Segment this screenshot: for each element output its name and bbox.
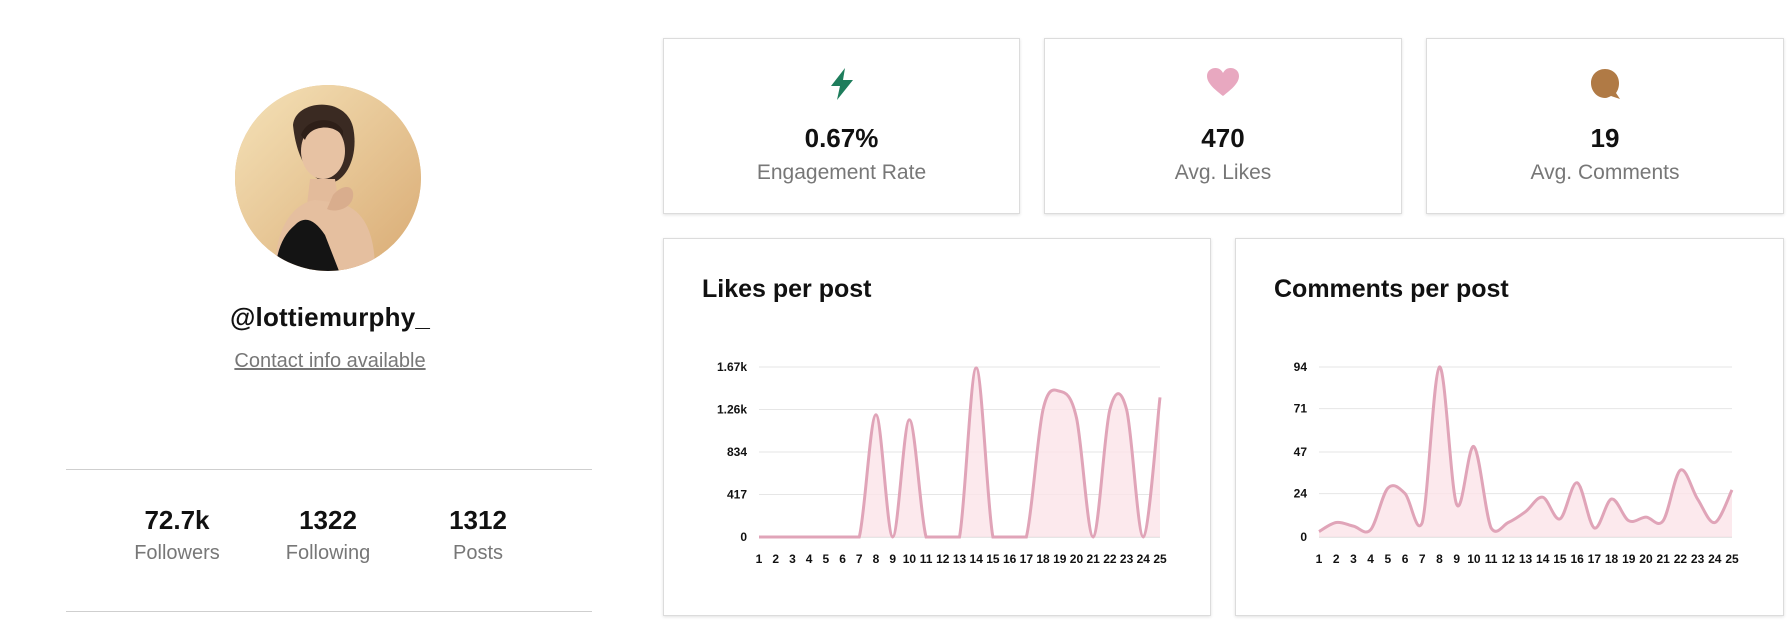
x-tick-label: 16: [1003, 552, 1017, 566]
x-tick-label: 10: [903, 552, 917, 566]
y-tick-label: 47: [1294, 445, 1308, 459]
x-tick-label: 22: [1674, 552, 1688, 566]
x-tick-label: 6: [1402, 552, 1409, 566]
avg-comments-card: 19 Avg. Comments: [1426, 38, 1784, 214]
x-tick-label: 4: [1367, 552, 1374, 566]
x-tick-label: 16: [1570, 552, 1584, 566]
likes-chart-title: Likes per post: [702, 275, 872, 303]
x-tick-label: 8: [1436, 552, 1443, 566]
comments-chart-title: Comments per post: [1274, 275, 1509, 303]
avg-likes-card: 470 Avg. Likes: [1044, 38, 1402, 214]
x-tick-label: 19: [1053, 552, 1067, 566]
x-tick-label: 19: [1622, 552, 1636, 566]
x-tick-label: 12: [936, 552, 950, 566]
contact-info-link[interactable]: Contact info available: [234, 350, 426, 372]
x-tick-label: 12: [1502, 552, 1516, 566]
series-line: [1318, 365, 1734, 534]
x-tick-label: 22: [1103, 552, 1117, 566]
x-tick-label: 15: [1553, 552, 1567, 566]
x-tick-label: 2: [1333, 552, 1340, 566]
x-tick-label: 18: [1605, 552, 1619, 566]
avatar[interactable]: [235, 85, 421, 271]
avg-likes-value: 470: [1201, 123, 1245, 153]
stat-value: 72.7k: [144, 505, 210, 535]
profile-panel: @lottiemurphy_ Contact info available 72…: [0, 0, 660, 625]
y-tick-label: 0: [740, 530, 747, 544]
x-tick-label: 8: [873, 552, 880, 566]
y-tick-label: 834: [727, 445, 747, 459]
x-tick-label: 24: [1708, 552, 1722, 566]
lightning-icon: [830, 68, 853, 100]
x-tick-label: 3: [1350, 552, 1357, 566]
profile-handle: @lottiemurphy_: [229, 302, 431, 332]
y-tick-label: 94: [1294, 360, 1308, 374]
x-tick-label: 5: [1384, 552, 1391, 566]
x-tick-label: 21: [1656, 552, 1670, 566]
avg-comments-label: Avg. Comments: [1530, 161, 1680, 184]
stat-label: Posts: [452, 542, 504, 564]
x-tick-label: 13: [953, 552, 967, 566]
x-tick-label: 17: [1588, 552, 1602, 566]
x-tick-label: 20: [1639, 552, 1653, 566]
likes-chart-card: Likes per post 0 417 834 1.26k 1.67k 1 2 3 4 5 6 7 8…: [663, 238, 1211, 616]
stat-label: Followers: [134, 542, 220, 564]
x-tick-label: 1: [756, 552, 763, 566]
y-tick-label: 71: [1294, 402, 1308, 416]
x-tick-label: 10: [1467, 552, 1481, 566]
avatar-image: [235, 85, 421, 271]
heart-icon: [1207, 68, 1239, 96]
x-tick-label: 7: [856, 552, 863, 566]
y-tick-label: 1.67k: [717, 360, 747, 374]
x-tick-label: 11: [920, 552, 933, 566]
profile-stats: 72.7k Followers 1322 Following 1312 Post…: [66, 505, 592, 575]
x-tick-label: 1: [1316, 552, 1323, 566]
x-tick-label: 9: [889, 552, 896, 566]
y-tick-label: 417: [727, 488, 747, 502]
y-tick-label: 24: [1294, 487, 1308, 501]
x-tick-label: 15: [986, 552, 1000, 566]
x-tick-label: 23: [1120, 552, 1134, 566]
avg-likes-label: Avg. Likes: [1174, 161, 1272, 184]
x-tick-label: 25: [1153, 552, 1167, 566]
x-tick-label: 14: [970, 552, 984, 566]
stat-label: Following: [285, 542, 371, 564]
y-tick-label: 0: [1300, 530, 1307, 544]
x-tick-label: 2: [772, 552, 779, 566]
x-tick-label: 23: [1691, 552, 1705, 566]
x-tick-label: 6: [839, 552, 846, 566]
series-line: [758, 366, 1162, 539]
x-tick-label: 21: [1086, 552, 1100, 566]
stat-posts: 1312 Posts: [398, 505, 558, 565]
stat-followers: 72.7k Followers: [97, 505, 257, 565]
stat-following: 1322 Following: [248, 505, 408, 565]
x-tick-label: 5: [822, 552, 829, 566]
engagement-rate-card: 0.67% Engagement Rate: [663, 38, 1020, 214]
series-area: [759, 367, 1160, 537]
x-tick-label: 20: [1070, 552, 1084, 566]
engagement-rate-label: Engagement Rate: [756, 161, 927, 184]
x-tick-label: 18: [1036, 552, 1050, 566]
stat-value: 1312: [449, 505, 507, 535]
x-tick-label: 14: [1536, 552, 1550, 566]
x-tick-label: 25: [1725, 552, 1739, 566]
comments-chart-card: Comments per post 0 24 47 71 94 1 2 3 4 5 6 7 8 9 10 11…: [1235, 238, 1784, 616]
x-tick-label: 3: [789, 552, 796, 566]
x-tick-label: 11: [1485, 552, 1498, 566]
avg-comments-value: 19: [1590, 123, 1620, 153]
x-tick-label: 7: [1419, 552, 1426, 566]
comment-icon: [1591, 69, 1620, 99]
stats-divider-top: [66, 469, 592, 470]
y-tick-label: 1.26k: [717, 403, 747, 417]
series-area: [1319, 366, 1732, 537]
x-tick-label: 4: [806, 552, 813, 566]
stats-divider-bottom: [66, 611, 592, 612]
x-tick-label: 17: [1020, 552, 1034, 566]
engagement-rate-value: 0.67%: [804, 123, 879, 153]
x-tick-label: 13: [1519, 552, 1533, 566]
x-tick-label: 9: [1453, 552, 1460, 566]
x-tick-label: 24: [1137, 552, 1151, 566]
stat-value: 1322: [299, 505, 357, 535]
